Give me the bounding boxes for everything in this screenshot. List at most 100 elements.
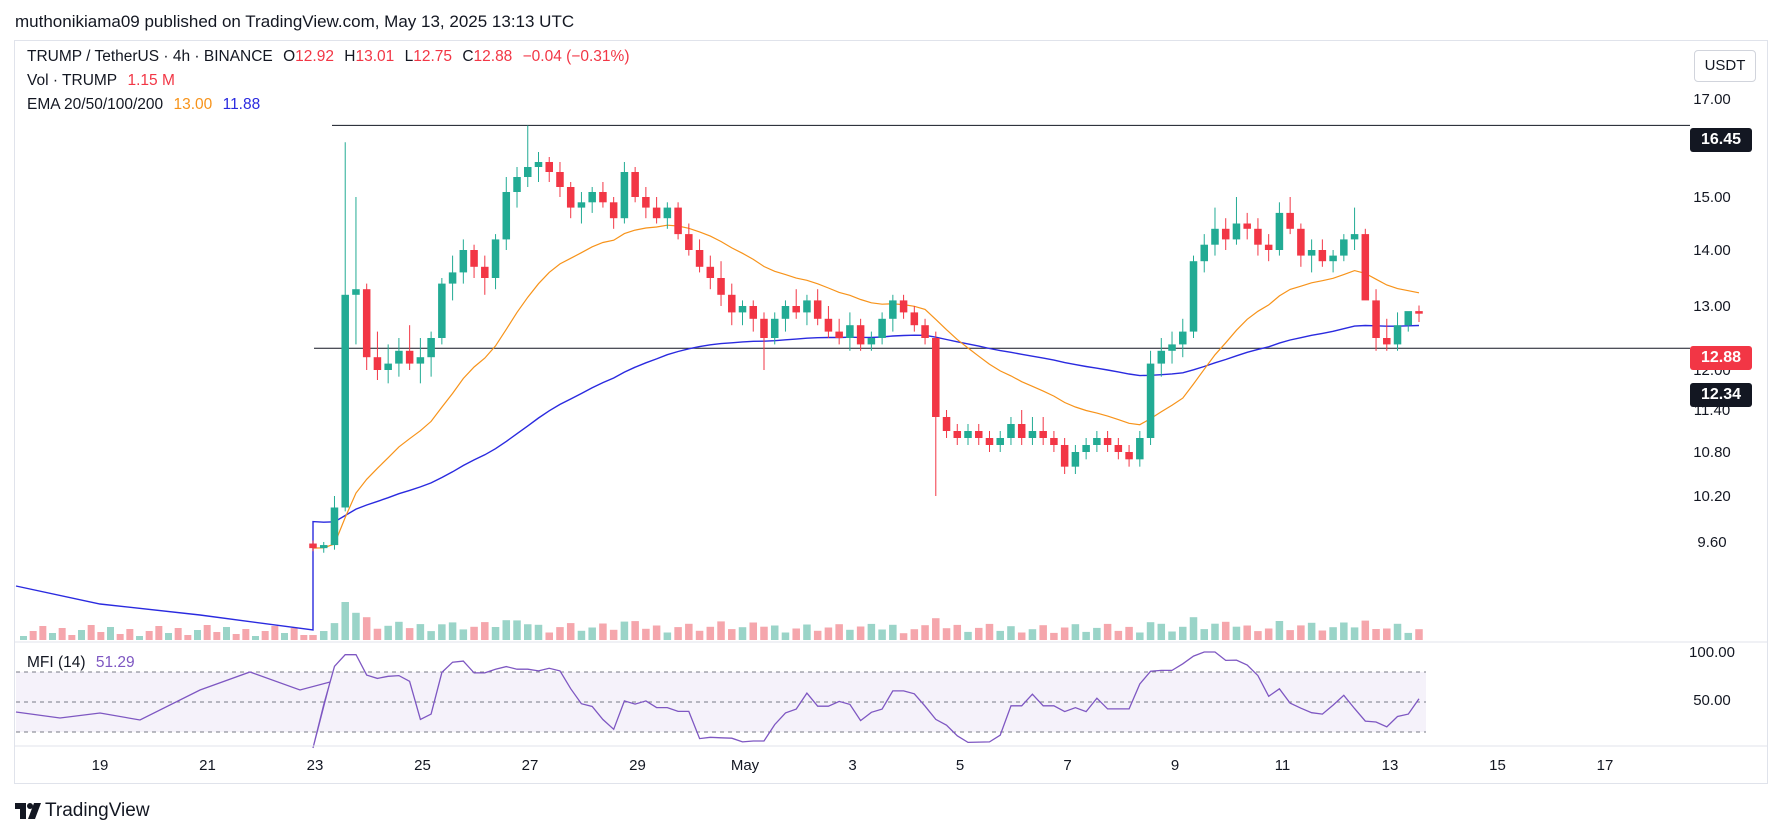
volume-bar (1189, 617, 1198, 640)
volume-bar (1275, 621, 1284, 640)
volume-bar (1200, 629, 1209, 640)
volume-bar (252, 636, 259, 640)
symbol-legend[interactable]: TRUMP / TetherUS · 4h · BINANCE O12.92 H… (27, 48, 635, 66)
volume-bar (803, 624, 811, 640)
current-price-tag: 12.88 (1690, 346, 1752, 370)
ohlc-close: 12.88 (473, 48, 513, 65)
volume-bar (1297, 625, 1305, 640)
ohlc-open: 12.92 (295, 48, 334, 65)
volume-bar (300, 635, 308, 640)
symbol-name[interactable]: TRUMP / TetherUS · 4h · BINANCE (27, 48, 273, 65)
candle-body (1179, 331, 1187, 345)
mfi-label[interactable]: MFI (14) (27, 654, 86, 671)
date-tick-label: May (731, 757, 760, 774)
candle-body (588, 192, 596, 203)
volume-bar (695, 630, 704, 640)
candle-body (803, 300, 811, 313)
price-tick-label: 9.60 (1697, 534, 1726, 551)
volume-bar (760, 626, 768, 640)
candle-body (631, 172, 639, 197)
volume-bar (1146, 622, 1155, 640)
candle-body (674, 207, 682, 235)
volume-label[interactable]: Vol · TRUMP (27, 72, 118, 89)
candle-body (1093, 438, 1101, 445)
candle-body (491, 239, 500, 278)
volume-bar (1307, 622, 1316, 640)
volume-bar (155, 626, 163, 640)
volume-bar (1286, 630, 1294, 640)
candle-body (1017, 424, 1026, 438)
chart-frame[interactable] (14, 40, 1768, 784)
volume-bar (136, 636, 143, 640)
volume-bar (116, 634, 124, 640)
volume-bar (203, 625, 211, 640)
volume-bar (174, 628, 182, 640)
ohlc-close-label: C (462, 48, 474, 65)
volume-bar (556, 627, 564, 640)
volume-bar (1329, 627, 1337, 640)
currency-button[interactable]: USDT (1694, 50, 1756, 82)
candle-body (835, 331, 843, 338)
candle-body (1125, 452, 1133, 460)
volume-bar (1372, 629, 1380, 640)
volume-legend[interactable]: Vol · TRUMP 1.15 M (27, 72, 181, 90)
candle-body (974, 431, 983, 438)
candle-body (1028, 431, 1037, 438)
volume-bar (609, 629, 618, 640)
volume-bar (1393, 623, 1402, 640)
candle-body (599, 192, 607, 203)
volume-bar (1007, 626, 1015, 640)
volume-bar (1168, 631, 1176, 640)
date-tick-label: 9 (1171, 757, 1179, 774)
volume-bar (674, 627, 682, 640)
price-tick-label: 13.00 (1693, 298, 1731, 315)
candle-body (652, 207, 661, 219)
volume-bar (384, 625, 392, 640)
volume-bar (448, 622, 457, 640)
resistance-price-tag: 16.45 (1690, 128, 1752, 152)
ema-legend[interactable]: EMA 20/50/100/200 13.00 11.88 (27, 96, 266, 114)
candle-body (309, 543, 317, 549)
volume-bar (145, 631, 153, 640)
candle-body (749, 306, 758, 319)
candle-body (1136, 438, 1144, 460)
candle-body (1039, 431, 1047, 438)
volume-bar (1232, 626, 1241, 640)
volume-bar (867, 623, 876, 640)
tradingview-logo[interactable]: TradingView (15, 800, 150, 822)
volume-bar (20, 636, 27, 640)
date-tick-label: 3 (848, 757, 856, 774)
candle-body (1007, 424, 1015, 438)
candle-body (373, 357, 382, 370)
volume-bar (68, 635, 76, 640)
mfi-legend[interactable]: MFI (14) 51.29 (27, 654, 141, 672)
candle-body (319, 545, 328, 549)
volume-bar (1404, 632, 1413, 640)
date-tick-label: 23 (307, 757, 324, 774)
volume-bar (513, 620, 521, 640)
volume-bar (58, 628, 66, 640)
volume-bar (319, 631, 328, 640)
volume-bar (39, 626, 47, 640)
volume-bar (824, 627, 833, 640)
volume-bar (373, 628, 382, 640)
volume-bar (97, 632, 105, 640)
candle-body (932, 338, 940, 417)
candle-body (481, 266, 489, 278)
candle-body (352, 289, 360, 295)
candle-body (867, 338, 876, 345)
candle-body (556, 172, 564, 187)
candle-body (405, 350, 414, 364)
volume-bar (749, 622, 758, 640)
ema-label[interactable]: EMA 20/50/100/200 (27, 96, 164, 113)
volume-bar (491, 627, 500, 640)
volume-bar (706, 626, 715, 640)
ema-slow-line (15, 324, 1420, 631)
candle-body (1329, 255, 1337, 262)
date-tick-label: 19 (92, 757, 109, 774)
candle-body (448, 272, 457, 284)
candle-body (1275, 212, 1284, 250)
candle-body (362, 289, 371, 358)
volume-bar (545, 632, 553, 640)
